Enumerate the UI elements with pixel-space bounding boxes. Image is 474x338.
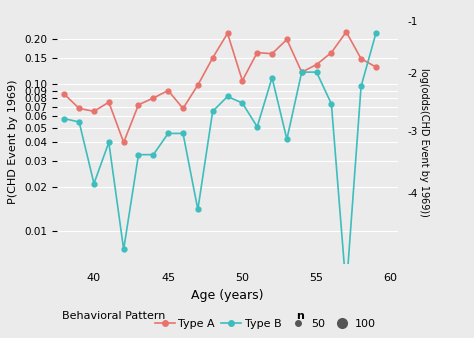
Line: Type A: Type A [62, 29, 378, 145]
Type B [373, 31, 379, 35]
Type A [239, 79, 245, 83]
Type A [136, 103, 141, 107]
Type B [269, 76, 275, 80]
Type B [62, 117, 67, 121]
Type A [91, 109, 97, 113]
Type B [136, 153, 141, 157]
Y-axis label: log(odds(CHD Event by 1969)): log(odds(CHD Event by 1969)) [419, 68, 429, 216]
Legend: Type A, Type B, 50, 100: Type A, Type B, 50, 100 [155, 319, 376, 329]
Type A [225, 31, 230, 35]
Type A [314, 63, 319, 67]
Type A [269, 52, 275, 56]
Type A [62, 92, 67, 96]
Type B [314, 70, 319, 74]
Type A [165, 89, 171, 93]
Type B [225, 94, 230, 98]
Type B [239, 101, 245, 105]
Type A [76, 106, 82, 111]
Type B [165, 131, 171, 136]
Y-axis label: P(CHD Event by 1969): P(CHD Event by 1969) [9, 80, 18, 204]
Type B [91, 182, 97, 186]
Type B [210, 109, 216, 113]
Type B [195, 208, 201, 212]
Type B [328, 102, 334, 106]
Type A [150, 96, 156, 100]
Type A [358, 57, 364, 61]
Type A [106, 100, 112, 104]
Type A [284, 38, 290, 42]
Type A [121, 140, 127, 144]
Type B [180, 131, 186, 136]
Type B [150, 153, 156, 157]
Line: Type B: Type B [62, 31, 378, 292]
Type B [284, 137, 290, 141]
Type A [299, 70, 305, 74]
Type A [180, 106, 186, 111]
Type A [343, 30, 349, 34]
X-axis label: Age (years): Age (years) [191, 289, 264, 302]
Type A [328, 50, 334, 54]
Type B [343, 288, 349, 292]
Text: n: n [296, 311, 304, 321]
Type B [358, 84, 364, 89]
Type B [299, 70, 305, 74]
Type B [121, 247, 127, 251]
Type A [255, 50, 260, 54]
Type A [210, 56, 216, 60]
Text: Behavioral Pattern: Behavioral Pattern [62, 311, 165, 321]
Type B [76, 120, 82, 124]
Type A [373, 65, 379, 69]
Type A [195, 83, 201, 87]
Type B [255, 125, 260, 129]
Type B [106, 140, 112, 144]
